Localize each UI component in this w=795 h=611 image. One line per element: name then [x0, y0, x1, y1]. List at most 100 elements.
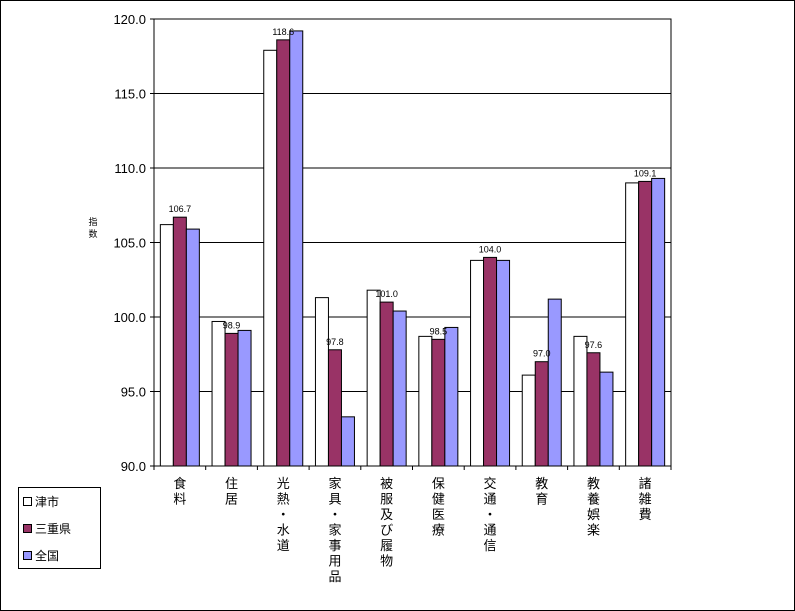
legend-swatch: [23, 523, 32, 533]
legend-label: 津市: [35, 494, 60, 509]
bar-1-5: [366, 289, 381, 467]
category-label-char: 光: [277, 477, 290, 492]
bar-3-8: [547, 298, 562, 467]
category-label-char: 信: [484, 539, 497, 554]
bar-3-5: [392, 310, 407, 467]
category-label-char: 被: [380, 477, 393, 492]
data-label: 104.0: [479, 244, 502, 254]
category-label-char: 娯: [587, 508, 600, 523]
y-tick-label: 105.0: [113, 236, 146, 251]
bar-1-7: [470, 259, 485, 467]
y-tick-label: 110.0: [114, 161, 146, 176]
category-label-char: 養: [587, 492, 600, 508]
legend-item: 津市: [23, 492, 59, 510]
y-tick-label: 90.0: [121, 459, 146, 474]
bar-2-8: [534, 361, 549, 467]
bar-2-3: [276, 39, 291, 467]
category-label-char: 食: [173, 476, 186, 492]
bar-1-3: [263, 49, 278, 467]
bar-2-2: [224, 332, 239, 467]
bar-3-9: [599, 371, 614, 467]
category-label-char: 道: [277, 539, 290, 554]
category-label-char: 居: [225, 493, 238, 508]
category-label-char: 楽: [587, 523, 600, 539]
bar-1-6: [418, 335, 433, 467]
bar-3-10: [651, 177, 666, 467]
bar-3-1: [185, 228, 200, 467]
legend-swatch: [23, 550, 32, 560]
bar-2-5: [379, 301, 394, 467]
category-label-char: 健: [432, 493, 445, 508]
data-label: 101.0: [375, 289, 398, 299]
bar-2-7: [483, 256, 498, 467]
bar-1-8: [521, 374, 536, 467]
category-label-char: 物: [380, 555, 393, 570]
data-label: 109.1: [634, 168, 657, 178]
bar-2-1: [172, 216, 187, 467]
category-label-char: 住: [225, 477, 238, 492]
legend-swatch: [23, 496, 32, 506]
data-label: 97.0: [533, 349, 551, 359]
category-label-char: 保: [432, 477, 445, 492]
y-axis-label: 指: [88, 216, 97, 228]
category-label-char: び: [380, 524, 393, 539]
data-label: 97.8: [326, 337, 344, 347]
category-label-char: 育: [535, 492, 548, 508]
bar-1-1: [159, 224, 174, 467]
category-label-char: 通: [484, 493, 497, 508]
y-tick-label: 100.0: [113, 310, 146, 325]
category-label-char: 家: [328, 476, 341, 492]
category-label-char: 教: [535, 476, 548, 492]
category-label-char: ・: [328, 508, 341, 523]
category-label-char: 交: [484, 476, 497, 492]
data-label: 98.9: [223, 320, 241, 330]
category-label-char: ・: [277, 508, 290, 523]
category-label-char: 履: [380, 539, 393, 554]
category-label-char: ・: [484, 508, 497, 523]
data-label: 98.5: [430, 326, 448, 336]
legend-item: 三重県: [23, 519, 71, 537]
y-tick-label: 120.0: [113, 12, 146, 27]
y-tick-label: 95.0: [121, 385, 146, 400]
category-label-char: 及: [380, 508, 393, 523]
bar-1-10: [625, 182, 640, 467]
legend: 津市 三重県 全国: [18, 487, 101, 569]
category-label-char: 教: [587, 476, 600, 492]
category-label-char: 具: [328, 493, 341, 508]
category-label-char: 通: [484, 524, 497, 539]
category-label-char: 料: [173, 493, 186, 508]
data-label: 118.6: [272, 27, 294, 37]
category-label-char: 服: [380, 493, 393, 508]
bar-2-9: [586, 352, 601, 467]
bar-3-7: [496, 259, 511, 467]
legend-item: 全国: [23, 546, 59, 564]
category-label-char: 医: [432, 508, 445, 523]
category-label-char: 事: [328, 539, 341, 554]
category-label-char: 用: [328, 555, 341, 570]
category-label-char: 雑: [639, 492, 652, 508]
category-label-char: 諸: [639, 476, 652, 492]
bar-2-6: [431, 338, 446, 467]
data-label: 106.7: [169, 204, 192, 214]
data-label: 97.6: [585, 340, 603, 350]
category-label-char: 療: [432, 524, 445, 539]
bar-3-4: [340, 416, 355, 467]
bar-3-3: [289, 30, 304, 467]
category-label-char: 熱: [277, 493, 290, 508]
legend-label: 三重県: [35, 521, 72, 536]
bar-2-4: [327, 349, 342, 467]
legend-label: 全国: [35, 548, 60, 563]
y-axis-label: 数: [88, 228, 97, 240]
y-tick-label: 115.0: [114, 87, 146, 102]
bar-1-2: [211, 320, 226, 467]
category-label-char: 品: [328, 570, 341, 585]
category-label-char: 費: [639, 508, 652, 523]
category-label-char: 水: [277, 524, 290, 539]
category-label-char: 家: [328, 523, 341, 539]
bar-3-2: [237, 329, 252, 467]
bar-2-10: [638, 180, 653, 467]
bar-1-4: [314, 297, 329, 467]
bar-1-9: [573, 335, 588, 467]
bar-3-6: [444, 326, 459, 467]
